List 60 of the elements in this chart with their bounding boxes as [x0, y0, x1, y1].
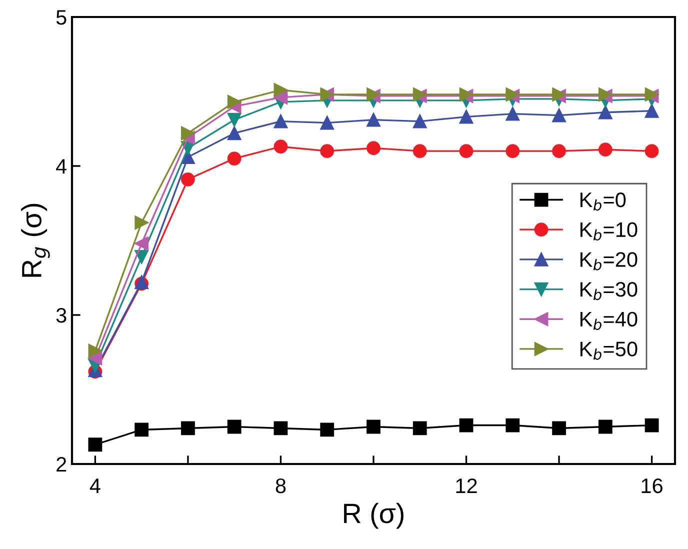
legend-label: K$_{b}$=10	[580, 222, 638, 240]
point	[134, 216, 149, 230]
y-tick-label: 4	[56, 159, 67, 174]
point	[506, 106, 520, 121]
x-tick-label: 8	[276, 478, 286, 494]
point	[459, 144, 474, 158]
point	[227, 152, 242, 166]
point	[88, 438, 102, 452]
point	[227, 126, 242, 140]
point	[227, 420, 242, 434]
point	[459, 418, 474, 432]
legend-label: K$_{b}$=50	[580, 342, 638, 360]
point	[366, 420, 380, 434]
point	[506, 144, 520, 158]
point	[181, 172, 195, 186]
y-axis-title: R$_{g}$ (σ)	[21, 204, 50, 277]
point	[274, 83, 288, 97]
point	[88, 344, 102, 358]
point	[227, 94, 242, 109]
point	[506, 418, 520, 432]
point	[644, 104, 659, 118]
point	[181, 421, 195, 436]
point	[88, 351, 102, 366]
point	[274, 421, 288, 436]
point	[598, 142, 612, 157]
point	[644, 418, 659, 432]
x-tick-label: 12	[456, 478, 477, 493]
point	[412, 421, 427, 436]
y-tick-label: 3	[56, 308, 66, 323]
point	[134, 422, 149, 437]
point	[366, 141, 380, 156]
point	[227, 112, 242, 127]
point	[320, 422, 334, 437]
point	[320, 144, 334, 158]
point	[552, 421, 566, 436]
point	[412, 114, 427, 128]
y-tick-label: 2	[56, 457, 66, 472]
x-axis-title: R (σ)	[344, 502, 404, 529]
point	[181, 126, 195, 140]
legend-label: K$_{b}$=0	[580, 192, 626, 211]
point	[552, 144, 566, 158]
point	[366, 112, 380, 127]
point	[274, 140, 288, 154]
point	[134, 236, 149, 250]
point	[459, 110, 474, 124]
point	[274, 90, 288, 104]
legend-label: K$_{b}$=40	[580, 312, 638, 330]
point	[320, 116, 334, 130]
point	[134, 250, 149, 264]
point	[274, 114, 288, 128]
point	[598, 105, 612, 120]
point	[552, 108, 566, 122]
point	[644, 144, 659, 158]
point	[598, 420, 612, 434]
y-tick-label: 5	[56, 10, 66, 25]
x-tick-label: 16	[642, 478, 662, 494]
x-tick-label: 4	[90, 478, 100, 493]
legend-label: K$_{b}$=20	[580, 252, 638, 270]
point	[412, 144, 427, 158]
legend-label: K$_{b}$=30	[580, 282, 638, 300]
